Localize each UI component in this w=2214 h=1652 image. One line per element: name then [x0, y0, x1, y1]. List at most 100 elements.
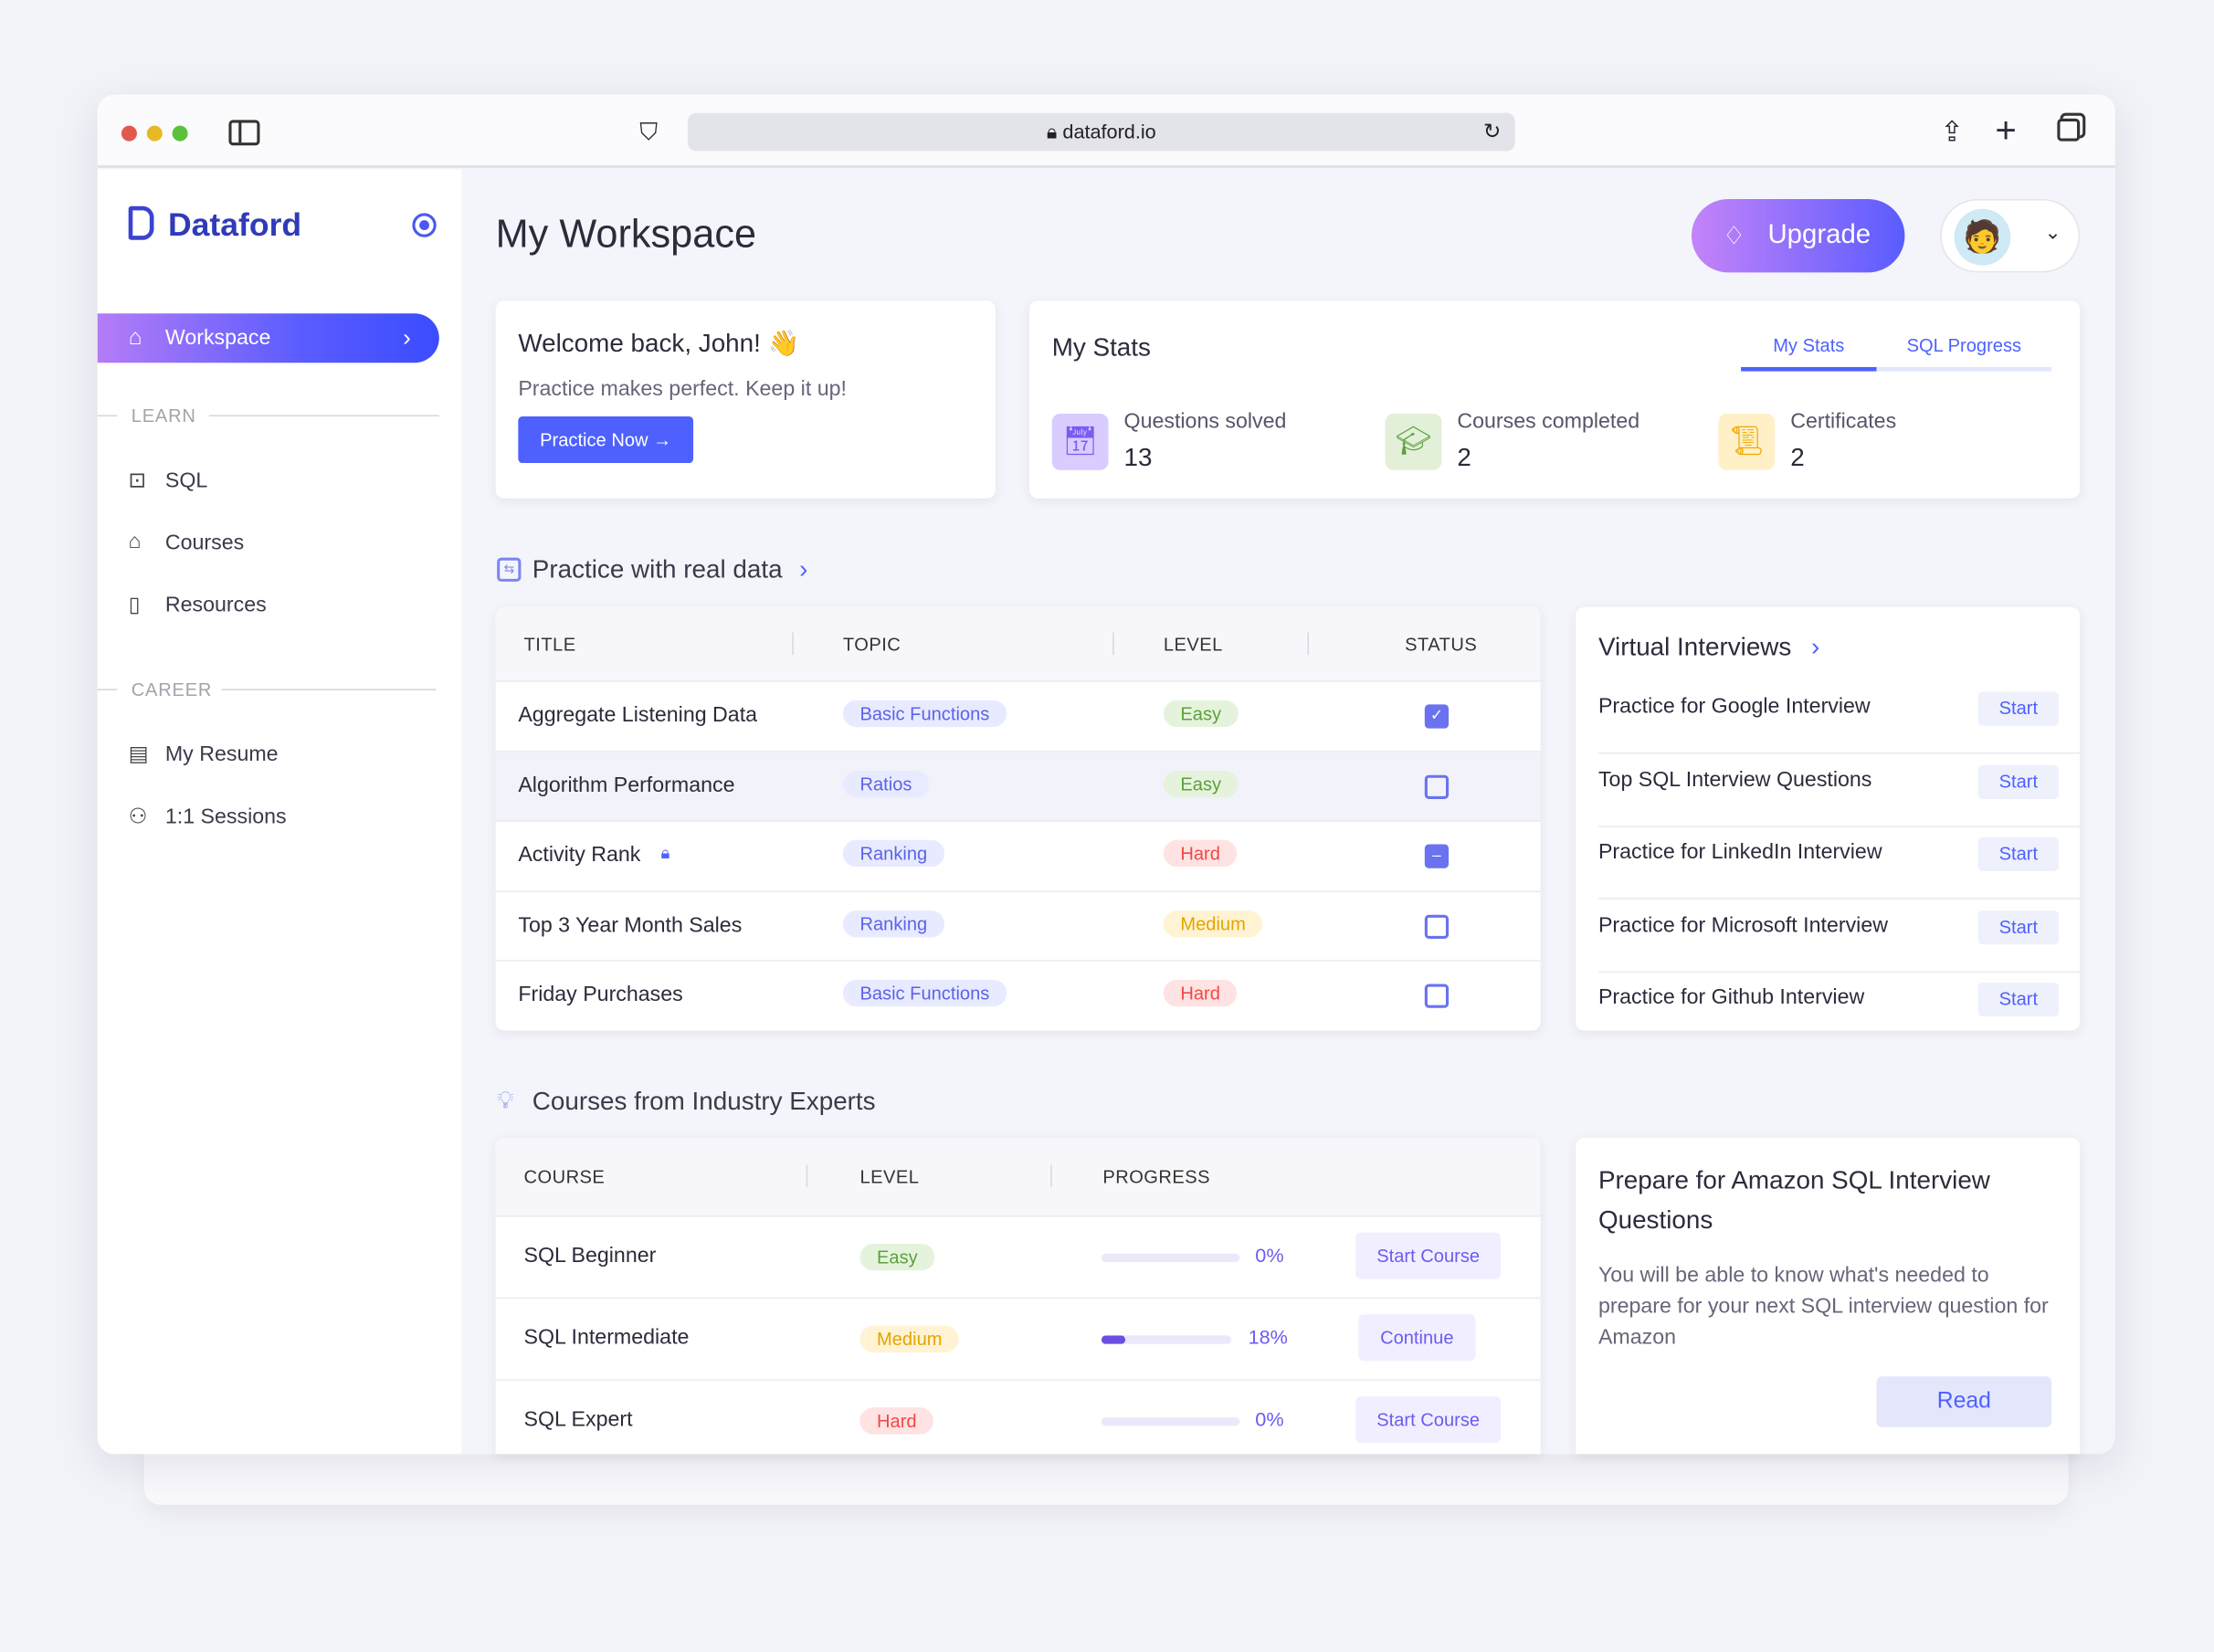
status-checkbox[interactable]	[1424, 774, 1450, 799]
progress-percent: 0%	[1255, 1243, 1284, 1267]
practice-now-button[interactable]: Practice Now →	[518, 416, 694, 464]
topic-badge: Ranking	[842, 840, 944, 868]
courses-table: COURSE LEVEL PROGRESS SQL Beginner Easy 0% Sta…	[495, 1137, 1541, 1455]
collapse-sidebar-button[interactable]	[412, 213, 437, 237]
sidebar-item-courses[interactable]: ⌂ Courses	[98, 522, 462, 564]
upgrade-button[interactable]: ♢ Upgrade	[1691, 198, 1905, 273]
topic-badge: Ratios	[842, 770, 929, 797]
sidebar-item-label: My Resume	[164, 742, 279, 767]
table-row[interactable]: Activity Rank 🔒︎ Ranking Hard –	[495, 820, 1541, 890]
status-checkbox[interactable]	[1424, 914, 1450, 939]
chevron-right-icon: ›	[403, 324, 411, 352]
virtual-interviews-link[interactable]: Virtual Interviews ›	[1598, 633, 1819, 662]
column-header-topic[interactable]: TOPIC	[842, 634, 901, 656]
stat-label: Certificates	[1790, 409, 1897, 434]
sidebar-item-my-resume[interactable]: ▤ My Resume	[98, 734, 462, 776]
new-tab-icon[interactable]: +	[1995, 109, 2017, 152]
chevron-right-icon: ›	[799, 554, 808, 584]
divider	[97, 415, 118, 417]
sidebar-item-label: Resources	[164, 593, 267, 617]
sidebar-toggle-icon[interactable]	[228, 120, 260, 146]
status-checkbox[interactable]	[1424, 984, 1450, 1009]
topic-badge: Basic Functions	[842, 980, 1007, 1007]
brand-logo[interactable]: Dataford	[128, 205, 301, 245]
user-menu[interactable]: 🧑 ⌄	[1940, 198, 2081, 273]
level-badge: Easy	[1163, 770, 1239, 797]
status-checkbox[interactable]: ✓	[1424, 704, 1450, 729]
courses-section-title: Courses from Industry Experts	[532, 1087, 876, 1116]
start-interview-button[interactable]: Start	[1977, 764, 2059, 799]
chevron-right-icon: ›	[1810, 632, 1820, 661]
practice-section-link[interactable]: Practice with real data ›	[532, 555, 808, 584]
stat-label: Courses completed	[1457, 409, 1640, 434]
interview-label: Top SQL Interview Questions	[1597, 767, 1872, 792]
interview-label: Practice for Microsoft Interview	[1597, 912, 1888, 938]
lock-icon: 🔒︎	[1046, 120, 1063, 143]
virtual-interviews-title: Virtual Interviews	[1597, 632, 1792, 661]
interview-item: Practice for Github Interview Start	[1598, 972, 2080, 1045]
tabs-overview-icon[interactable]	[2057, 118, 2081, 142]
start-interview-button[interactable]: Start	[1977, 983, 2059, 1017]
table-row[interactable]: Aggregate Listening Data Basic Functions E…	[495, 680, 1541, 751]
column-header-title[interactable]: TITLE	[523, 634, 576, 656]
topic-badge: Basic Functions	[842, 700, 1007, 728]
lightbulb-icon: 💡︎	[497, 1087, 514, 1114]
table-row[interactable]: Top 3 Year Month Sales Ranking Medium	[495, 890, 1541, 961]
share-icon[interactable]: ⇪	[1940, 117, 1964, 149]
level-badge: Easy	[1163, 700, 1239, 728]
start-course-button[interactable]: Start Course	[1355, 1232, 1502, 1279]
table-row: SQL Beginner Easy 0% Start Course	[495, 1215, 1541, 1298]
sidebar-item-workspace[interactable]: ⌂ Workspace ›	[97, 313, 439, 363]
tab-my-stats[interactable]: My Stats	[1741, 334, 1877, 372]
start-interview-button[interactable]: Start	[1977, 910, 2059, 944]
divider	[221, 689, 437, 690]
table-row[interactable]: Friday Purchases Basic Functions Hard	[495, 960, 1541, 1031]
start-interview-button[interactable]: Start	[1977, 837, 2059, 872]
interview-label: Practice for Github Interview	[1597, 985, 1865, 1010]
stat-value: 2	[1790, 443, 1805, 472]
column-header-course[interactable]: COURSE	[523, 1165, 606, 1188]
column-header-status[interactable]: STATUS	[1405, 634, 1478, 656]
column-separator	[806, 1164, 808, 1188]
sidebar-item-1-1-sessions[interactable]: ⚇ 1:1 Sessions	[98, 796, 462, 838]
read-button[interactable]: Read	[1876, 1376, 2052, 1427]
calendar-icon: 📅︎	[1051, 413, 1109, 470]
start-course-button[interactable]: Start Course	[1355, 1395, 1502, 1443]
reload-icon[interactable]: ↻	[1482, 120, 1502, 144]
address-bar[interactable]: 🔒︎ dataford.io ↻	[687, 112, 1515, 152]
home-icon: ⌂	[128, 326, 142, 351]
maximize-window-button[interactable]	[172, 125, 188, 142]
graduation-cap-icon: 🎓︎	[1385, 413, 1442, 470]
course-name: SQL Intermediate	[523, 1325, 690, 1350]
sidebar-item-sql[interactable]: ⊡ SQL	[98, 460, 462, 502]
tab-sql-progress[interactable]: SQL Progress	[1876, 334, 2052, 372]
sidebar-item-resources[interactable]: ▯ Resources	[98, 584, 462, 626]
level-badge: Medium	[1163, 910, 1263, 938]
continue-button[interactable]: Continue	[1358, 1314, 1476, 1362]
column-separator	[1112, 632, 1114, 656]
progress-bar	[1101, 1335, 1232, 1344]
interview-item: Practice for Google Interview Start	[1597, 680, 2081, 754]
avatar: 🧑	[1954, 208, 2011, 266]
virtual-interviews-card: Virtual Interviews › Practice for Google …	[1576, 606, 2081, 1031]
shield-icon[interactable]: ⛉	[639, 118, 659, 146]
document-icon: ▤	[128, 742, 149, 767]
level-badge: Easy	[859, 1243, 935, 1271]
level-badge: Hard	[1163, 840, 1238, 868]
minimize-window-button[interactable]	[146, 125, 163, 142]
column-separator	[1307, 632, 1310, 656]
code-window-icon: ⊡	[128, 468, 147, 493]
status-checkbox[interactable]: –	[1424, 844, 1450, 869]
close-window-button[interactable]	[121, 125, 137, 142]
start-interview-button[interactable]: Start	[1977, 691, 2059, 726]
column-header-level[interactable]: LEVEL	[859, 1165, 920, 1188]
table-row[interactable]: Algorithm Performance Ratios Easy	[495, 750, 1541, 822]
column-header-level[interactable]: LEVEL	[1163, 634, 1223, 656]
column-separator	[792, 632, 794, 656]
database-icon: ⇆	[497, 557, 522, 582]
progress-percent: 18%	[1248, 1325, 1288, 1349]
level-badge: Hard	[1163, 980, 1238, 1007]
column-header-progress[interactable]: PROGRESS	[1102, 1165, 1210, 1188]
sidebar-item-label: Workspace	[164, 326, 271, 351]
interview-item: Top SQL Interview Questions Start	[1597, 753, 2081, 827]
